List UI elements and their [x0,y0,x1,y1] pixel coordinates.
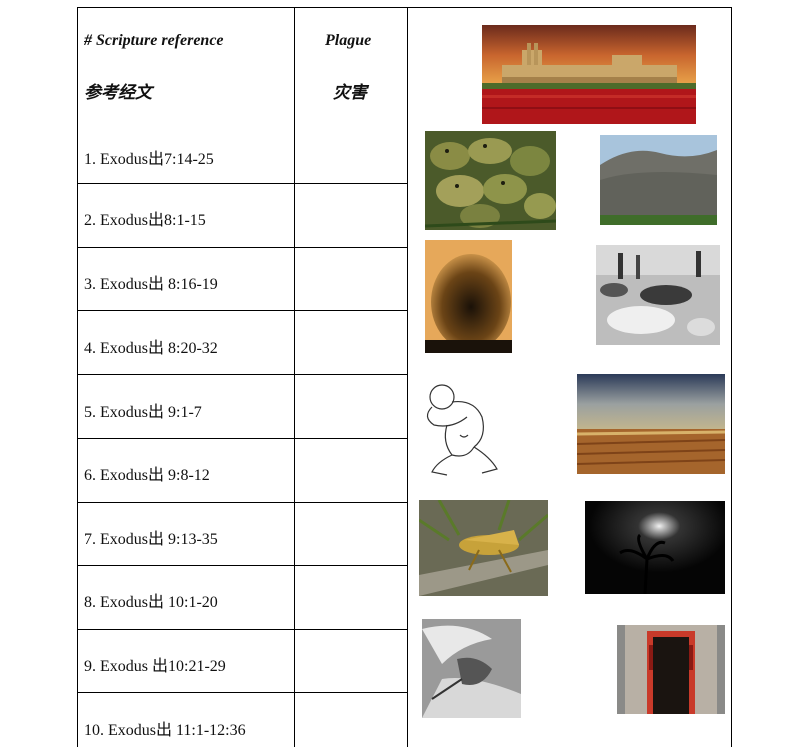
row-divider [77,502,408,503]
gnats-swarm-image [600,135,717,225]
hail-storm-field-image [577,374,725,474]
column-divider-1 [294,7,295,747]
header-reference-en: # Scripture reference [84,32,224,49]
blood-doorway-image [617,625,725,714]
table-row-reference: 4. Exodus出 8:20-32 [84,340,218,357]
header-plague-en: Plague [325,32,372,49]
row-divider [77,374,408,375]
dead-livestock-image [596,245,720,345]
row-divider [77,310,408,311]
man-with-boils-image [412,377,506,482]
header-reference-cn: 参考经文 [84,83,152,102]
table-row-reference: 10. Exodus出 11:1-12:36 [84,722,246,739]
egyptian-temple-blood-river-image [482,25,696,124]
table-row-reference: 9. Exodus 出10:21-29 [84,658,226,675]
table-row-reference: 3. Exodus出 8:16-19 [84,276,218,293]
table-row-reference: 2. Exodus出8:1-15 [84,212,206,229]
darkness-night-image [585,501,725,594]
row-divider [77,438,408,439]
table-row-reference: 8. Exodus出 10:1-20 [84,594,218,611]
table-row-reference: 5. Exodus出 9:1-7 [84,404,202,421]
frogs-image [425,131,556,230]
flies-swarm-image [425,240,512,353]
table-row-reference: 1. Exodus出7:14-25 [84,151,214,168]
header-plague-cn: 灾害 [333,83,367,102]
table-row-reference: 7. Exodus出 9:13-35 [84,531,218,548]
row-divider [77,183,408,184]
locust-image [419,500,548,596]
table-row-reference: 6. Exodus出 9:8-12 [84,467,210,484]
row-divider [77,692,408,693]
angel-of-death-image [422,619,521,718]
row-divider [77,565,408,566]
table-frame [77,7,732,747]
row-divider [77,247,408,248]
column-divider-2 [407,7,408,747]
row-divider [77,629,408,630]
